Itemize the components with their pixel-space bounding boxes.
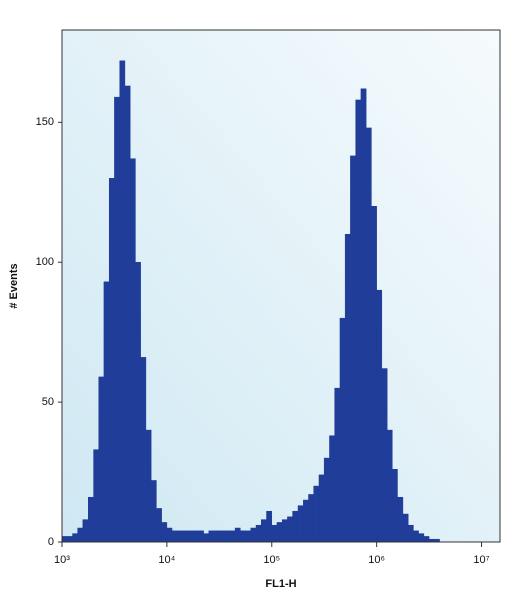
bar bbox=[339, 317, 346, 543]
bar bbox=[318, 474, 325, 543]
bar bbox=[250, 527, 257, 543]
bar bbox=[371, 206, 377, 543]
bar bbox=[119, 60, 126, 543]
bar bbox=[140, 357, 147, 543]
bar bbox=[213, 530, 220, 543]
y-tick-label: 50 bbox=[42, 396, 54, 408]
bar bbox=[203, 533, 210, 543]
bar bbox=[276, 522, 283, 543]
bar bbox=[224, 530, 231, 543]
bar bbox=[360, 88, 367, 543]
bar bbox=[161, 522, 168, 543]
bar bbox=[323, 457, 330, 543]
bar bbox=[308, 494, 314, 543]
x-tick-label: 10⁶ bbox=[368, 554, 385, 566]
bar bbox=[234, 527, 241, 543]
bar bbox=[88, 496, 94, 543]
bar bbox=[381, 368, 388, 543]
bar bbox=[208, 530, 215, 543]
bar bbox=[187, 530, 194, 543]
bar bbox=[402, 513, 409, 543]
bar bbox=[413, 530, 419, 543]
bar bbox=[240, 530, 246, 543]
y-tick-label: 0 bbox=[48, 536, 54, 548]
bar bbox=[292, 510, 299, 543]
bar bbox=[297, 505, 304, 543]
bar bbox=[392, 469, 398, 543]
bar bbox=[282, 519, 288, 543]
bar bbox=[261, 519, 267, 543]
bar bbox=[303, 499, 309, 543]
bar bbox=[93, 449, 99, 543]
bar bbox=[182, 530, 188, 543]
bar bbox=[145, 429, 152, 543]
y-axis-label: # Events bbox=[8, 263, 20, 308]
bar bbox=[418, 533, 425, 543]
plot-frame bbox=[61, 29, 501, 543]
bar bbox=[423, 536, 430, 543]
bar bbox=[108, 178, 115, 543]
bar bbox=[171, 530, 178, 543]
bar bbox=[397, 496, 404, 543]
bar bbox=[407, 524, 414, 543]
bar bbox=[287, 516, 293, 543]
bar bbox=[61, 536, 68, 543]
bar bbox=[166, 527, 173, 543]
bar bbox=[192, 530, 199, 543]
bar bbox=[229, 530, 236, 543]
x-tick-label: 10⁵ bbox=[263, 554, 280, 566]
bar bbox=[198, 530, 204, 543]
bar bbox=[350, 155, 356, 543]
bar bbox=[255, 524, 262, 543]
bar bbox=[344, 233, 351, 543]
bar bbox=[313, 485, 320, 543]
bar bbox=[271, 524, 278, 543]
x-tick-label: 10⁴ bbox=[158, 554, 175, 566]
bar bbox=[156, 508, 162, 543]
bar bbox=[329, 435, 335, 543]
bar bbox=[334, 387, 341, 543]
bar bbox=[135, 261, 141, 543]
x-tick-label: 10⁷ bbox=[473, 554, 489, 566]
y-tick-label: 100 bbox=[36, 256, 54, 268]
bar bbox=[150, 480, 157, 543]
bar bbox=[266, 510, 273, 543]
x-tick-label: 10³ bbox=[54, 554, 70, 566]
bar bbox=[124, 85, 131, 543]
bar bbox=[66, 536, 73, 543]
bar bbox=[177, 530, 183, 543]
y-tick-label: 150 bbox=[36, 116, 54, 128]
bar bbox=[77, 527, 84, 543]
bar bbox=[82, 519, 89, 543]
bar bbox=[245, 530, 252, 543]
bar bbox=[98, 376, 105, 543]
bar bbox=[114, 96, 120, 543]
bar bbox=[376, 289, 383, 543]
bar bbox=[103, 281, 110, 543]
bar bbox=[355, 99, 362, 543]
bar bbox=[219, 530, 225, 543]
bar bbox=[365, 127, 372, 543]
bar bbox=[129, 158, 136, 543]
bar bbox=[386, 429, 393, 543]
x-axis-label: FL1-H bbox=[265, 578, 296, 590]
bar bbox=[72, 533, 78, 543]
